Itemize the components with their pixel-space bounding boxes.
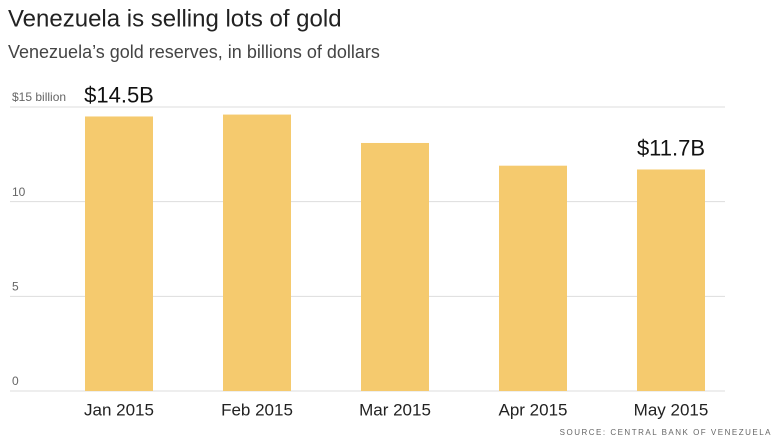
bar [361, 142, 429, 391]
bar [499, 165, 567, 391]
bar [85, 116, 153, 391]
y-tick-label: 5 [12, 280, 19, 294]
x-tick-label: Apr 2015 [499, 400, 568, 419]
y-tick-label: $15 billion [12, 90, 66, 104]
value-label: $14.5B [84, 82, 154, 107]
y-tick-label: 10 [12, 185, 26, 199]
x-tick-label: Jan 2015 [84, 400, 154, 419]
x-tick-label: May 2015 [634, 400, 709, 419]
value-label: $11.7B [637, 135, 705, 160]
bar [637, 169, 705, 391]
chart-subtitle: Venezuela’s gold reserves, in billions o… [8, 42, 380, 62]
bar [223, 114, 291, 391]
chart-title: Venezuela is selling lots of gold [8, 5, 342, 32]
x-tick-label: Mar 2015 [359, 400, 431, 419]
y-tick-label: 0 [12, 374, 19, 388]
source: SOURCE: CENTRAL BANK OF VENEZUELA [560, 428, 772, 437]
x-tick-label: Feb 2015 [221, 400, 293, 419]
